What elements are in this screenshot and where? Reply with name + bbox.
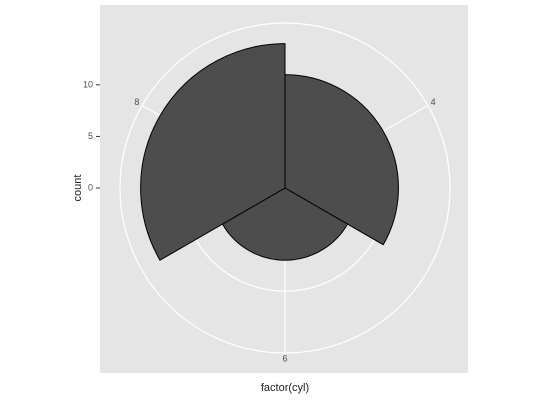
x-tick-label: 8 [134,97,139,107]
x-axis-title: factor(cyl) [261,382,309,394]
x-tick-label: 6 [282,353,287,363]
y-tick-label: 5 [88,131,93,141]
x-tick-label: 4 [431,97,436,107]
y-tick-label: 10 [83,79,93,89]
y-tick-label: 0 [88,182,93,192]
bar [140,43,286,261]
y-axis-title: count [72,175,84,202]
bar [284,74,399,246]
